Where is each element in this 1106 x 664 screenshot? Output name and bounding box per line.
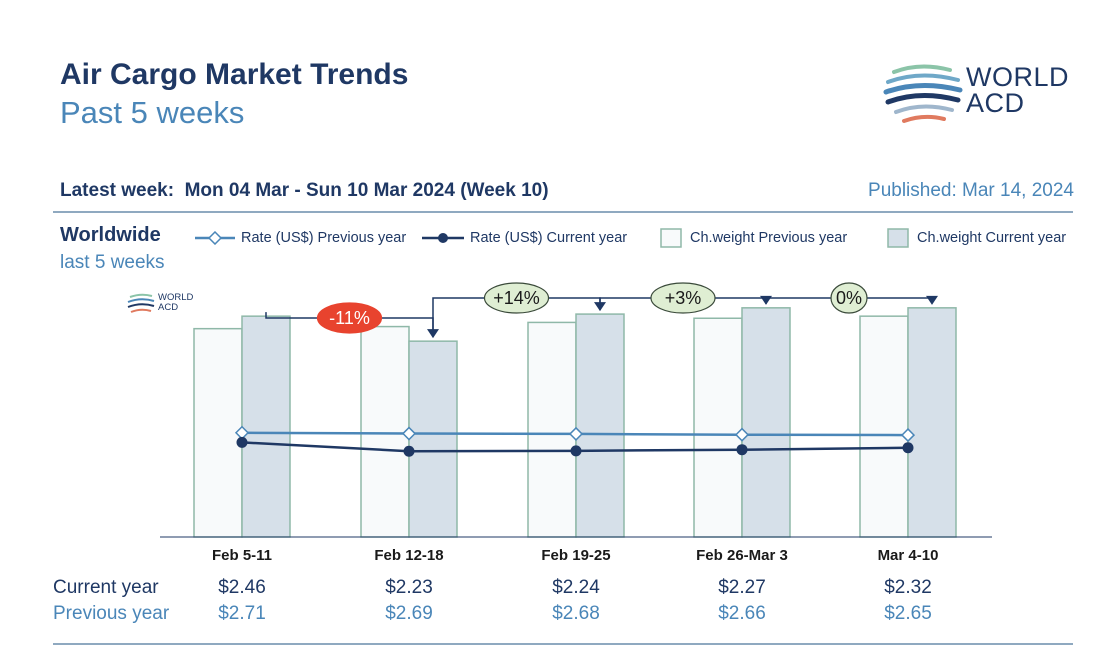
change-badge-label: +3% [665,288,702,308]
legend-weight-current: Ch.weight Current year [887,224,1066,252]
bar-weight-current [741,307,791,538]
previous-year-rate-value: $2.68 [552,603,600,624]
chart-watermark-text: WORLD ACD [158,293,193,313]
bar-weight-current [408,340,458,538]
chart-watermark-logo: WORLD ACD [126,292,206,318]
latest-week-label: Latest week: [60,180,175,201]
x-tick-label: Feb 19-25 [541,547,610,564]
change-badge [650,282,716,314]
cargo-trend-chart: -11% +14% +3% 0% Feb 5-11 Feb 12-18 Feb 19-25 F… [160,282,992,564]
point-rate-previous [401,426,417,441]
latest-week-info: Latest week: Mon 04 Mar - Sun 10 Mar 202… [60,180,549,202]
legend-rate-previous: Rate (US$) Previous year [195,224,406,252]
header-divider [53,211,1073,213]
region-name: Worldwide [60,224,161,246]
current-year-rate-value: $2.23 [385,577,433,598]
current-year-rate-value: $2.32 [884,577,932,598]
published-date: Published: Mar 14, 2024 [868,180,1074,201]
previous-year-rate-value: $2.65 [884,603,932,624]
legend-weight-current-label: Ch.weight Current year [917,230,1067,246]
current-year-row-label: Current year [53,577,159,598]
previous-year-rate-value: $2.66 [718,603,766,624]
legend-rate-current-label: Rate (US$) Current year [470,230,628,246]
point-rate-current [403,445,415,457]
footer-divider [53,643,1073,645]
logo-text-world: WORLD [966,62,1069,92]
point-rate-current [736,444,748,456]
change-badge-label: 0% [836,288,862,308]
legend-bar-light-icon [660,228,682,248]
bar-weight-previous [859,315,909,538]
x-tick-label: Feb 26-Mar 3 [696,547,788,564]
bar-weight-current [575,313,625,538]
current-year-rate-value: $2.27 [718,577,766,598]
previous-year-row-label: Previous year [53,603,170,624]
legend-bar-dark-icon [887,228,909,248]
page-title: Air Cargo Market Trends [60,58,409,91]
x-tick-label: Feb 12-18 [374,547,443,564]
current-year-rate-value: $2.24 [552,577,600,598]
point-rate-current [902,442,914,454]
region-period: last 5 weeks [60,252,165,273]
change-badge [830,282,868,314]
bar-weight-previous [527,321,577,538]
point-rate-previous [900,428,916,443]
chart-watermark-logo-icon [127,293,155,313]
x-tick-label: Mar 4-10 [878,547,939,564]
point-rate-previous [568,426,584,441]
change-badge-label: +14% [493,288,540,308]
chart-watermark-acd: ACD [158,302,179,313]
x-tick-label: Feb 5-11 [212,547,272,564]
logo-text-acd: ACD [966,88,1025,118]
legend-weight-previous: Ch.weight Previous year [660,224,847,252]
legend-line-diamond-icon [195,231,235,245]
world-acd-logo-icon [883,64,963,123]
chart-watermark-world: WORLD [158,292,194,303]
previous-year-rate-value: $2.71 [218,603,266,624]
previous-year-rate-value: $2.69 [385,603,433,624]
world-acd-logo: WORLD ACD [880,58,1080,128]
bar-weight-previous [360,325,410,538]
bar-weight-previous [193,327,243,538]
change-badge-label: -11% [329,308,370,328]
change-arrowhead-icon [926,295,938,305]
legend-rate-current: Rate (US$) Current year [422,224,627,252]
current-year-rate-value: $2.46 [218,577,266,598]
point-rate-current [570,445,582,457]
change-badge [483,282,550,314]
page-subtitle: Past 5 weeks [60,95,245,130]
point-rate-current [236,436,248,448]
latest-week-value: Mon 04 Mar - Sun 10 Mar 2024 (Week 10) [184,180,549,201]
bar-weight-previous [693,317,743,538]
bar-weight-current [907,307,957,538]
chart-legend: Rate (US$) Previous year Rate (US$) Curr… [195,224,1085,252]
legend-weight-previous-label: Ch.weight Previous year [690,230,848,246]
bar-weight-current [241,315,291,538]
legend-line-dot-icon [422,233,464,243]
legend-rate-previous-label: Rate (US$) Previous year [241,230,407,246]
point-rate-previous [734,427,750,442]
change-badge [316,302,383,334]
